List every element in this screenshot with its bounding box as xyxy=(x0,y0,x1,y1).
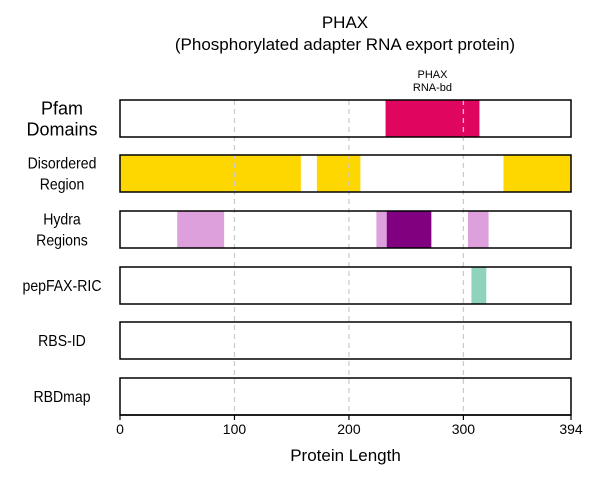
track-background xyxy=(120,378,571,415)
track-border xyxy=(119,210,572,249)
domain-segment xyxy=(316,155,361,192)
domain-segment xyxy=(385,100,480,137)
track-border xyxy=(119,321,572,360)
chart-title: PHAX xyxy=(321,13,369,32)
track-background xyxy=(120,322,571,359)
x-tick-label: 200 xyxy=(337,421,361,437)
chart-subtitle: (Phosphorylated adapter RNA export prote… xyxy=(174,35,516,54)
track-label: Hydra Regions xyxy=(36,211,88,250)
domain-segment xyxy=(503,155,571,192)
track-label: RBS-ID xyxy=(38,332,86,350)
x-tick-label: 300 xyxy=(452,421,476,437)
domain-segment xyxy=(376,211,387,248)
track-background xyxy=(120,267,571,304)
domain-label: PHAX RNA-bd xyxy=(413,69,452,94)
x-axis-label: Protein Length xyxy=(290,446,401,465)
domain-segment xyxy=(471,267,487,304)
track-border xyxy=(119,99,572,138)
track-border xyxy=(119,154,572,193)
domain-segment xyxy=(386,211,432,248)
track-label: RBDmap xyxy=(33,388,90,406)
x-tick-label: 0 xyxy=(116,421,124,437)
track-border xyxy=(119,266,572,305)
domain-segment xyxy=(177,211,225,248)
domain-segment xyxy=(120,155,301,192)
domain-segment xyxy=(467,211,489,248)
track-label: pepFAX-RIC xyxy=(22,277,101,295)
track-label: Pfam Domains xyxy=(26,98,97,139)
track-label: Disordered Region xyxy=(28,155,97,194)
x-tick-label: 394 xyxy=(559,421,583,437)
track-background xyxy=(120,100,571,137)
x-tick-label: 100 xyxy=(223,421,247,437)
